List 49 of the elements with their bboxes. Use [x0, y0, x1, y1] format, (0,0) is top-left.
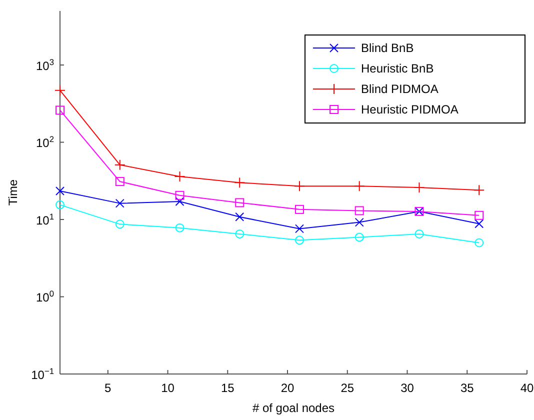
legend-label: Heuristic PIDMOA: [361, 102, 458, 116]
point: [56, 200, 64, 210]
x-tick-label: 15: [220, 381, 235, 395]
x-tick-label: 10: [161, 381, 175, 395]
point: [354, 180, 365, 192]
point: [56, 186, 64, 196]
point: [56, 106, 64, 115]
point: [234, 177, 246, 188]
x-tick-label: 5: [104, 381, 112, 395]
point: [175, 190, 184, 200]
point: [175, 197, 184, 206]
point: [354, 218, 364, 227]
point: [294, 204, 304, 214]
point: [235, 198, 244, 208]
point: [115, 177, 124, 186]
point: [354, 232, 364, 242]
x-tick-label: 35: [460, 381, 474, 395]
y-tick-label: 10$^{3}$: [36, 56, 54, 73]
point: [354, 206, 364, 216]
point: [474, 184, 485, 196]
point: [174, 171, 186, 182]
legend-label: Blind PIDMOA: [361, 82, 438, 96]
point: [474, 219, 484, 228]
x-tick-label: 30: [400, 381, 414, 395]
x-tick-label: 25: [340, 381, 354, 395]
point: [414, 229, 424, 238]
y-tick-label: 10$^{1}$: [36, 212, 54, 228]
y-tick-label: 10$^{−1}$: [31, 366, 54, 382]
legend-label: Blind BnB: [361, 41, 414, 55]
point: [115, 198, 124, 208]
x-tick-label: 20: [280, 381, 295, 395]
point: [294, 224, 304, 234]
point: [54, 84, 66, 96]
legend-label: Heuristic BnB: [361, 62, 434, 76]
point: [115, 220, 124, 229]
y-tick-label: 10$^{0}$: [36, 288, 54, 305]
point: [175, 223, 184, 232]
point: [474, 210, 484, 220]
point: [114, 159, 126, 170]
y-axis-title: Time: [6, 179, 20, 206]
point: [414, 182, 425, 193]
y-tick-label: 10$^{2}$: [36, 134, 54, 150]
x-tick-label: 40: [520, 381, 534, 395]
point: [474, 238, 484, 248]
point: [294, 180, 305, 192]
point: [294, 236, 304, 245]
x-axis-title: # of goal nodes: [252, 401, 335, 415]
point: [235, 229, 244, 238]
point: [235, 212, 244, 222]
